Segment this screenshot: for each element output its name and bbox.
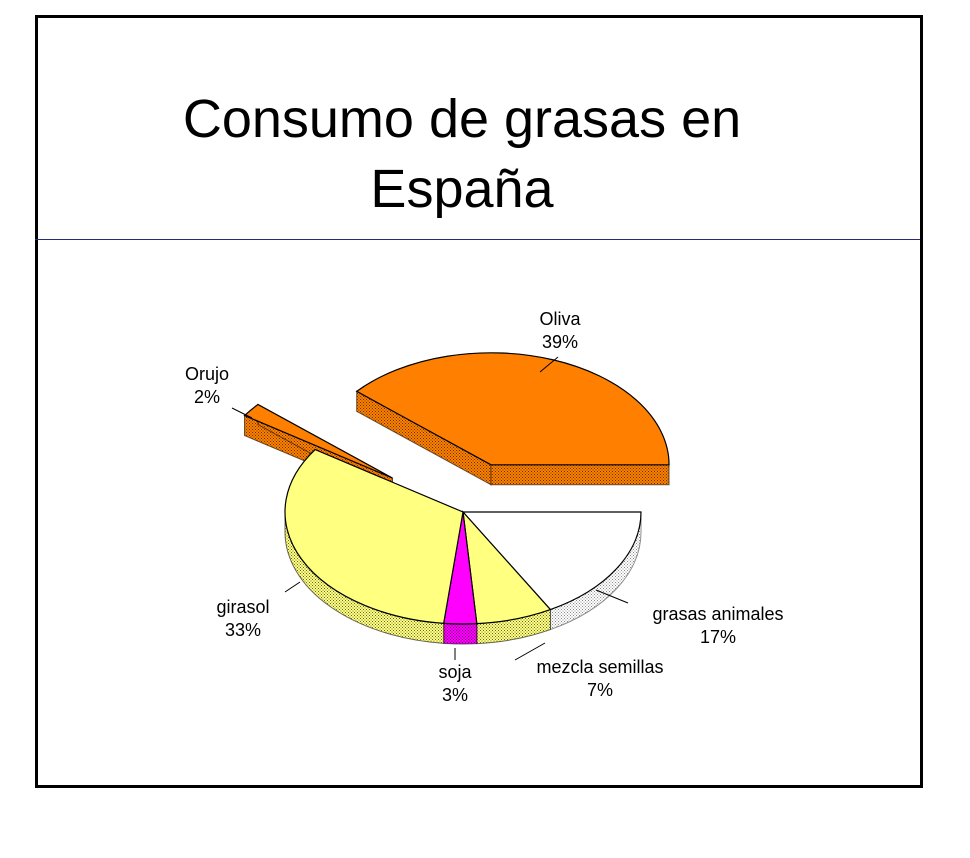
slice-label: Orujo (185, 364, 229, 384)
slice (284, 448, 464, 624)
leader-line (539, 356, 559, 373)
slice-side-shade (443, 622, 478, 645)
slice-label: girasol (216, 597, 269, 617)
slice-label: Oliva (539, 309, 581, 329)
slice (243, 403, 393, 479)
leader-line (231, 407, 253, 419)
slice-label: soja (438, 662, 472, 682)
slice-value-label: 7% (587, 680, 613, 700)
slice-side-shade (490, 464, 670, 486)
leader-line (595, 589, 629, 604)
leader-line (514, 642, 546, 661)
slide-frame (35, 15, 923, 788)
slice-label: mezcla semillas (536, 657, 663, 677)
slice-value-label: 33% (225, 620, 261, 640)
slice-value-label: 17% (700, 627, 736, 647)
slice-value-label: 39% (542, 332, 578, 352)
leader-line (284, 581, 301, 593)
slice-value-label: 2% (194, 387, 220, 407)
slice-label: grasas animales (652, 604, 783, 624)
title-rule (35, 239, 920, 240)
slice-value-label: 3% (442, 685, 468, 705)
chart-title: Consumo de grasas en España (182, 89, 742, 219)
slice (461, 511, 642, 611)
slice (355, 352, 670, 466)
